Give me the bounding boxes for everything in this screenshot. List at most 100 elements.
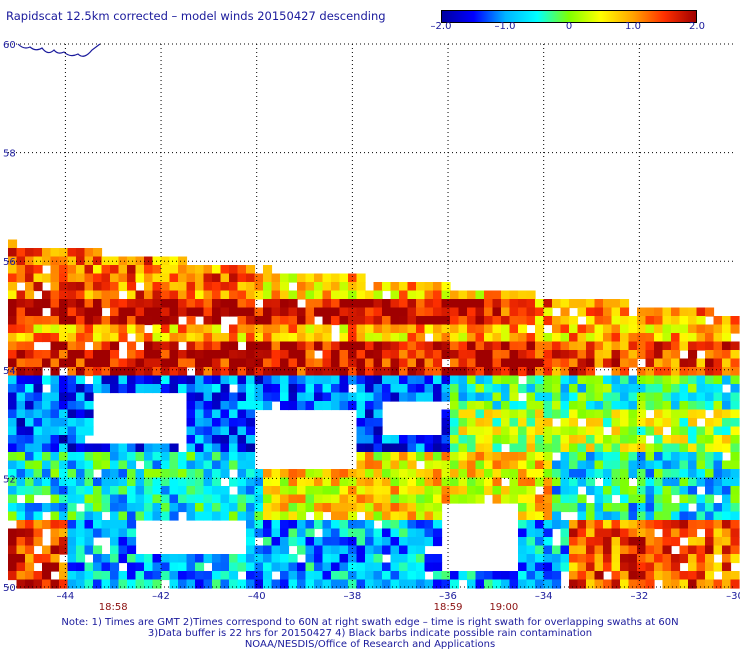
wind-pixel <box>586 562 596 572</box>
wind-pixel <box>152 358 162 368</box>
wind-pixel <box>526 520 536 530</box>
wind-pixel <box>399 545 409 555</box>
wind-pixel <box>152 384 162 394</box>
wind-pixel <box>433 375 443 385</box>
wind-pixel <box>492 452 502 462</box>
wind-pixel <box>492 435 502 445</box>
wind-pixel <box>59 520 69 530</box>
wind-pixel <box>390 511 400 521</box>
wind-pixel <box>475 375 485 385</box>
wind-pixel <box>212 452 222 462</box>
wind-pixel <box>356 469 366 479</box>
wind-pixel <box>373 511 383 521</box>
wind-pixel <box>722 494 732 504</box>
wind-pixel <box>101 358 111 368</box>
wind-pixel <box>195 418 205 428</box>
wind-pixel <box>263 358 273 368</box>
wind-pixel <box>518 528 528 538</box>
wind-pixel <box>654 435 664 445</box>
wind-pixel <box>118 486 128 496</box>
wind-pixel <box>560 460 570 470</box>
wind-pixel <box>526 443 536 453</box>
wind-pixel <box>356 350 366 360</box>
wind-pixel <box>101 333 111 343</box>
wind-pixel <box>271 358 281 368</box>
wind-pixel <box>76 452 86 462</box>
wind-pixel <box>484 316 494 326</box>
wind-pixel <box>169 358 179 368</box>
wind-pixel <box>382 562 392 572</box>
wind-pixel <box>492 290 502 300</box>
wind-pixel <box>25 401 35 411</box>
wind-pixel <box>25 562 35 572</box>
wind-pixel <box>509 333 519 343</box>
wind-pixel <box>577 528 587 538</box>
wind-pixel <box>611 528 621 538</box>
wind-pixel <box>433 358 443 368</box>
wind-pixel <box>407 503 417 513</box>
wind-pixel <box>8 265 18 275</box>
wind-pixel <box>390 392 400 402</box>
wind-pixel <box>203 316 213 326</box>
wind-pixel <box>645 401 655 411</box>
wind-pixel <box>509 384 519 394</box>
wind-pixel <box>237 469 247 479</box>
wind-pixel <box>424 290 434 300</box>
wind-pixel <box>492 384 502 394</box>
wind-pixel <box>365 418 375 428</box>
wind-pixel <box>8 392 18 402</box>
coastline-path <box>17 43 101 57</box>
wind-pixel <box>705 571 715 581</box>
wind-pixel <box>373 477 383 487</box>
wind-pixel <box>407 324 417 334</box>
wind-pixel <box>152 452 162 462</box>
wind-pixel <box>237 392 247 402</box>
wind-pixel <box>424 562 434 572</box>
wind-pixel <box>577 537 587 547</box>
wind-pixel <box>730 554 740 564</box>
wind-pixel <box>433 469 443 479</box>
wind-pixel <box>509 358 519 368</box>
wind-pixel <box>484 460 494 470</box>
wind-pixel <box>458 299 468 309</box>
wind-pixel <box>679 392 689 402</box>
wind-pixel <box>84 579 94 589</box>
wind-pixel <box>203 452 213 462</box>
wind-pixel <box>322 486 332 496</box>
wind-pixel <box>433 316 443 326</box>
wind-pixel <box>76 307 86 317</box>
wind-pixel <box>552 384 562 394</box>
wind-pixel <box>594 511 604 521</box>
wind-pixel <box>696 333 706 343</box>
wind-pixel <box>135 494 145 504</box>
wind-pixel <box>127 350 137 360</box>
wind-pixel <box>441 367 451 377</box>
wind-pixel <box>339 554 349 564</box>
wind-pixel <box>84 265 94 275</box>
wind-pixel <box>577 562 587 572</box>
wind-pixel <box>144 571 154 581</box>
wind-pixel <box>662 520 672 530</box>
wind-pixel <box>424 469 434 479</box>
wind-pixel <box>586 435 596 445</box>
wind-pixel <box>526 579 536 589</box>
wind-pixel <box>382 384 392 394</box>
wind-pixel <box>229 392 239 402</box>
wind-pixel <box>331 469 341 479</box>
wind-pixel <box>654 307 664 317</box>
wind-pixel <box>59 511 69 521</box>
wind-pixel <box>552 435 562 445</box>
wind-pixel <box>297 358 307 368</box>
wind-pixel <box>254 511 264 521</box>
wind-pixel <box>594 571 604 581</box>
wind-pixel <box>535 477 545 487</box>
wind-pixel <box>76 511 86 521</box>
wind-pixel <box>50 392 60 402</box>
wind-pixel <box>305 299 315 309</box>
wind-pixel <box>135 299 145 309</box>
wind-pixel <box>305 367 315 377</box>
wind-pixel <box>322 341 332 351</box>
wind-pixel <box>492 443 502 453</box>
wind-pixel <box>8 384 18 394</box>
wind-pixel <box>424 316 434 326</box>
